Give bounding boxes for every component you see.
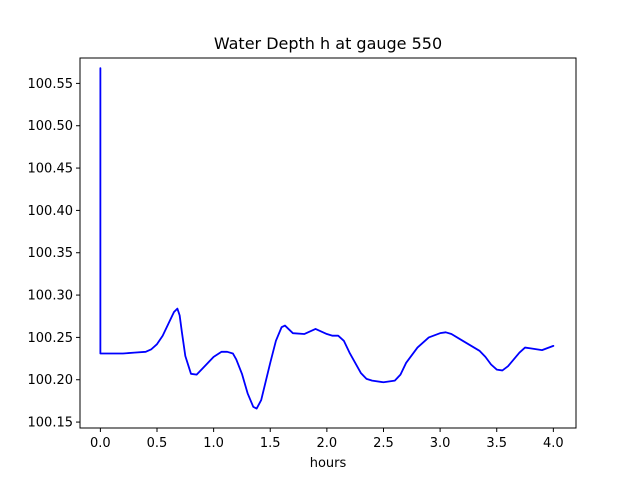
y-tick-label: 100.40 bbox=[28, 204, 74, 219]
y-tick-label: 100.50 bbox=[28, 119, 74, 134]
y-tick-label: 100.45 bbox=[28, 162, 74, 177]
x-tick-label: 2.5 bbox=[373, 436, 394, 451]
y-tick-label: 100.15 bbox=[28, 416, 74, 431]
x-tick-label: 0.0 bbox=[90, 436, 111, 451]
x-tick-label: 3.5 bbox=[486, 436, 507, 451]
x-tick-label: 3.0 bbox=[430, 436, 451, 451]
y-tick-label: 100.55 bbox=[28, 77, 74, 92]
y-tick-label: 100.20 bbox=[28, 373, 74, 388]
x-tick-label: 0.5 bbox=[147, 436, 168, 451]
y-axis: 100.15 100.20 100.25 100.30 100.35 100.40 100.… bbox=[28, 77, 80, 431]
axes-frame bbox=[79, 57, 577, 429]
x-tick-label: 2.0 bbox=[317, 436, 338, 451]
series-layer bbox=[99, 67, 555, 410]
plot-area bbox=[80, 58, 576, 428]
x-tick-label: 1.0 bbox=[203, 436, 224, 451]
y-tick-label: 100.35 bbox=[28, 246, 74, 261]
x-axis-label: hours bbox=[310, 456, 347, 471]
y-tick-label: 100.30 bbox=[28, 289, 74, 304]
x-tick-label: 1.5 bbox=[260, 436, 281, 451]
x-tick-label: 4.0 bbox=[543, 436, 564, 451]
y-tick-label: 100.25 bbox=[28, 331, 74, 346]
x-axis: 0.0 0.5 1.0 1.5 2.0 2.5 3.0 3.5 4.0 bbox=[90, 428, 564, 451]
series-line-0 bbox=[99, 67, 555, 410]
chart-title: Water Depth h at gauge 550 bbox=[214, 34, 442, 53]
